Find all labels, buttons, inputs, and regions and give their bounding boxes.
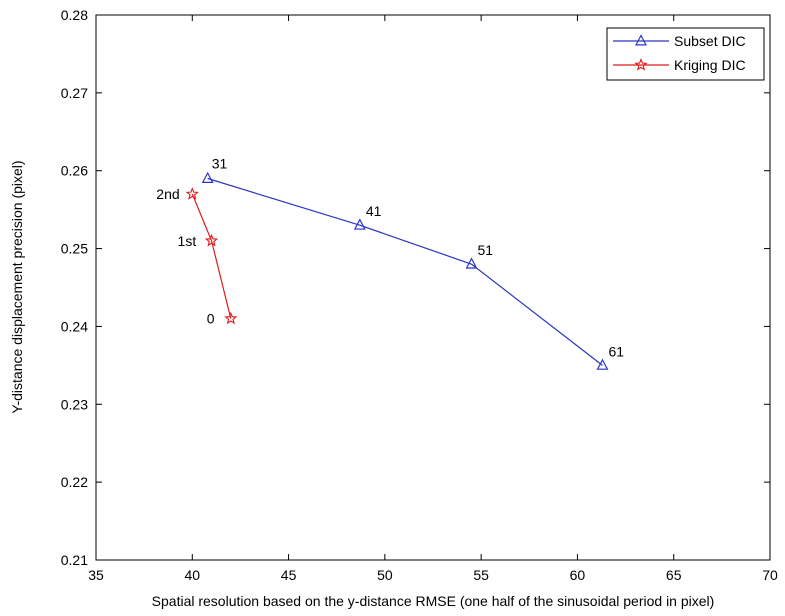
axis-ticks: 35 40 45 50 55 60 65 70 0.21 0.22 0.23 0.24 0.25 0.26…: [61, 7, 778, 583]
x-tick-label: 40: [184, 567, 200, 583]
data-point-label: 51: [478, 242, 494, 258]
series-line-subset-dic: [207, 177, 603, 366]
data-point-marker: [204, 233, 219, 247]
x-tick-label: 50: [377, 567, 393, 583]
data-point-marker: [596, 358, 609, 370]
data-point-marker: [224, 311, 238, 325]
series-layer: [185, 171, 609, 370]
data-point-marker: [353, 218, 366, 230]
data-point-label: 31: [212, 156, 228, 172]
legend: Subset DIC Kriging DIC: [606, 27, 765, 81]
y-tick-label: 0.28: [61, 7, 88, 23]
y-tick-label: 0.25: [61, 241, 88, 257]
legend-marker: [634, 58, 648, 71]
point-labels: 31 41 51 61 2nd 1st 0: [156, 156, 624, 360]
series-line-kriging-dic: [191, 193, 232, 319]
legend-label: Kriging DIC: [674, 57, 746, 73]
x-tick-label: 70: [762, 567, 778, 583]
data-point-label: 61: [608, 343, 624, 359]
x-tick-label: 35: [88, 567, 104, 583]
legend-items: Subset DIC Kriging DIC: [613, 33, 746, 73]
legend-label: Subset DIC: [674, 33, 746, 49]
x-tick-label: 65: [666, 567, 682, 583]
y-tick-label: 0.22: [61, 474, 88, 490]
data-point-marker: [465, 257, 478, 269]
x-tick-label: 55: [473, 567, 489, 583]
x-tick-label: 60: [570, 567, 586, 583]
data-point-marker: [201, 171, 214, 183]
y-tick-label: 0.24: [61, 318, 88, 334]
data-point-label: 41: [366, 203, 382, 219]
y-tick-label: 0.23: [61, 396, 88, 412]
y-axis-title: Y-distance displacement precision (pixel…: [9, 160, 25, 413]
y-tick-label: 0.21: [61, 552, 88, 568]
data-point-label: 2nd: [156, 186, 179, 202]
y-tick-label: 0.27: [61, 85, 88, 101]
x-tick-label: 45: [281, 567, 297, 583]
y-tick-label: 0.26: [61, 163, 88, 179]
legend-marker: [635, 34, 647, 46]
data-point-label: 1st: [178, 233, 197, 249]
data-point-marker: [185, 187, 199, 200]
data-point-label: 0: [207, 311, 215, 327]
legend-box: [606, 27, 765, 81]
plot-area: [95, 14, 771, 561]
x-axis-title: Spatial resolution based on the y-distan…: [152, 593, 715, 609]
